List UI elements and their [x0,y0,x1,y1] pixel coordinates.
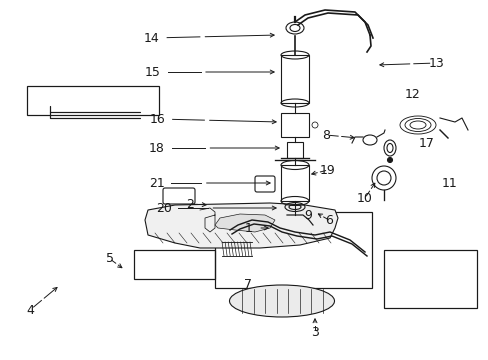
Text: 9: 9 [304,208,311,221]
Text: 20: 20 [156,202,172,215]
Text: 11: 11 [441,176,457,189]
Bar [286,142,303,158]
Text: 1: 1 [244,221,252,234]
Polygon shape [145,203,337,248]
Text: 6: 6 [325,213,332,226]
Text: 8: 8 [321,129,329,141]
Text: 2: 2 [185,198,194,211]
Polygon shape [215,214,274,232]
Text: 7: 7 [244,279,251,292]
Circle shape [386,158,392,162]
Text: 12: 12 [404,87,420,100]
Text: 18: 18 [149,141,164,154]
Text: 13: 13 [428,57,444,69]
Text: 10: 10 [356,192,372,204]
Bar [215,212,371,288]
Text: 17: 17 [418,136,434,149]
Bar [27,86,159,115]
Bar [134,250,215,279]
Ellipse shape [229,285,334,317]
Text: 19: 19 [320,163,335,176]
Text: 3: 3 [310,325,318,338]
Bar [383,250,476,308]
Text: 14: 14 [144,32,160,45]
Text: 21: 21 [149,176,164,189]
Text: 15: 15 [145,66,161,78]
Text: 16: 16 [150,113,165,126]
Text: 5: 5 [106,252,114,266]
Bar [281,165,308,201]
Text: 4: 4 [26,303,34,316]
Bar [281,113,308,137]
Bar [281,55,308,103]
